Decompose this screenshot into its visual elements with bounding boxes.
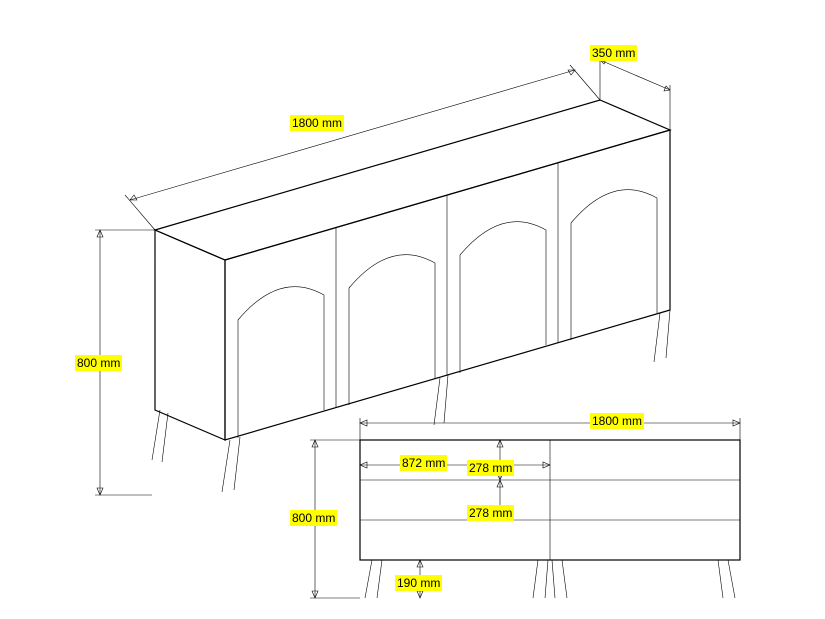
drawing-canvas: 350 mm 1800 mm 800 mm 1800 mm 800 mm 872…: [0, 0, 825, 619]
label-shelf-h1: 278 mm: [467, 460, 514, 476]
label-shelf-h2: 278 mm: [467, 505, 514, 521]
dim-depth: [600, 55, 670, 130]
dim-shelf-width: [360, 462, 550, 468]
drawing-svg: [0, 0, 825, 619]
label-height-front: 800 mm: [290, 510, 337, 526]
dim-width-iso: [125, 65, 600, 230]
dim-width-front: [360, 418, 740, 440]
label-shelf-width: 872 mm: [400, 455, 447, 471]
label-leg-h: 190 mm: [395, 575, 442, 591]
label-width-iso: 1800 mm: [290, 115, 344, 131]
label-height-iso: 800 mm: [75, 355, 122, 371]
label-width-front: 1800 mm: [590, 413, 644, 429]
isometric-view: [95, 55, 670, 495]
label-depth: 350 mm: [590, 45, 637, 61]
front-elevation: [310, 418, 740, 598]
